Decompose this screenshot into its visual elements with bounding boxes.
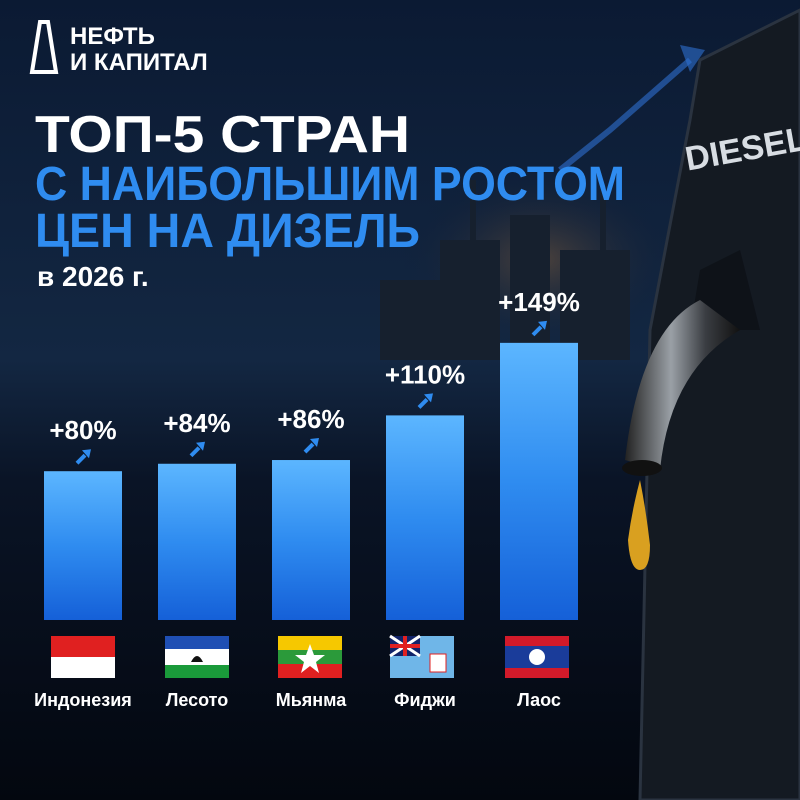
title-line: ТОП-5 СТРАН	[35, 106, 410, 164]
growth-arrow-head	[82, 449, 91, 459]
value-label: +80%	[49, 415, 116, 445]
subtitle: в 2026 г.	[37, 261, 149, 292]
flag	[389, 634, 454, 678]
bar	[158, 463, 236, 620]
fuel-drop	[628, 480, 650, 570]
growth-arrow	[189, 446, 201, 458]
category-label: Лесото	[166, 690, 229, 710]
category-label: Лаос	[517, 690, 561, 710]
title-line: ЦЕН НА ДИЗЕЛЬ	[35, 205, 420, 258]
bar	[386, 415, 464, 620]
bar	[500, 342, 578, 620]
refinery-silhouette	[380, 180, 630, 360]
growth-arrow	[417, 397, 429, 409]
growth-arrow-head	[424, 393, 433, 403]
fuel-pump	[638, 8, 800, 800]
value-label: +86%	[277, 404, 344, 434]
growth-arrow-head	[196, 441, 205, 451]
logo-line: И КАПИТАЛ	[70, 49, 208, 76]
flag	[505, 636, 569, 678]
nozzle	[625, 300, 740, 470]
logo: НЕФТЬ И КАПИТАЛ	[29, 20, 208, 76]
logo-line: НЕФТЬ	[70, 23, 155, 50]
category-label: Мьянма	[276, 690, 348, 710]
growth-arrow-head	[310, 438, 319, 448]
growth-arrow	[303, 442, 315, 454]
flag	[51, 636, 115, 678]
category-label: Фиджи	[394, 690, 456, 710]
bar	[44, 471, 122, 620]
bar	[272, 460, 350, 620]
growth-arrow	[531, 325, 543, 337]
growth-arrow-head	[538, 320, 547, 330]
value-label: +110%	[385, 359, 465, 389]
logo-icon	[29, 20, 59, 74]
title-line: С НАИБОЛЬШИМ РОСТОМ	[35, 158, 625, 211]
nozzle-tip	[622, 460, 662, 476]
category-label: Индонезия	[34, 690, 132, 710]
growth-arrow	[75, 453, 87, 465]
flag	[278, 636, 342, 678]
value-label: +149%	[498, 287, 580, 317]
value-label: +84%	[163, 408, 230, 438]
trend-arrow	[558, 57, 692, 173]
flag	[165, 636, 229, 678]
trend-arrow-head	[680, 45, 705, 72]
